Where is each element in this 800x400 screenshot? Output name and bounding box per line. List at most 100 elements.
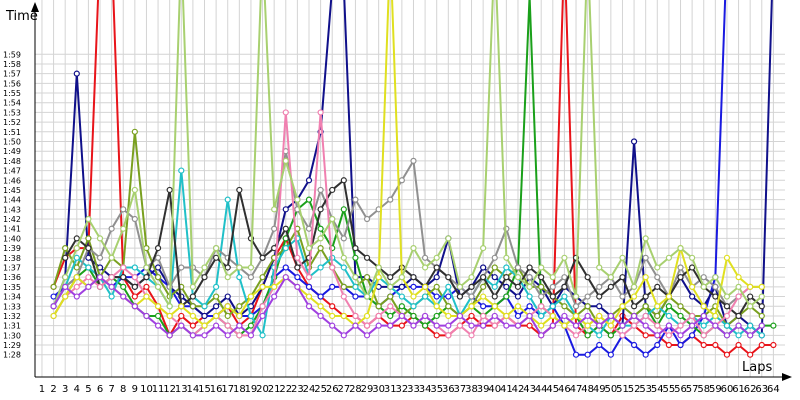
point [329, 312, 336, 320]
point [747, 303, 754, 310]
point [96, 283, 104, 290]
point [131, 215, 138, 223]
point [654, 312, 661, 320]
point [561, 312, 568, 320]
point [410, 157, 417, 164]
point [340, 283, 347, 290]
y-tick-label: 1:44 [3, 196, 21, 205]
point [607, 274, 614, 281]
point [654, 264, 661, 271]
x-tick-label: 42 [512, 384, 525, 395]
point [433, 264, 440, 271]
point [363, 254, 371, 261]
point [642, 303, 649, 310]
point [712, 274, 719, 281]
point [712, 322, 719, 329]
point [677, 303, 684, 310]
y-tick-label: 1:58 [3, 60, 21, 69]
point [445, 303, 452, 310]
point [584, 312, 591, 320]
y-tick-label: 1:43 [3, 205, 21, 214]
point [572, 332, 580, 339]
point [421, 312, 429, 320]
point [630, 293, 638, 300]
point [654, 341, 661, 349]
x-tick-label: 5 [85, 384, 91, 395]
point [294, 254, 301, 261]
point [410, 312, 417, 320]
y-tick-label: 1:42 [3, 215, 21, 224]
point [282, 264, 289, 271]
point [433, 254, 440, 261]
point [247, 332, 255, 339]
point [677, 332, 684, 339]
point [665, 341, 673, 349]
x-tick-label: 30 [372, 384, 385, 395]
point [363, 215, 371, 223]
x-tick-label: 17 [221, 384, 234, 395]
point [689, 332, 696, 339]
point [317, 235, 324, 242]
point [607, 332, 614, 339]
point [352, 196, 359, 203]
x-tick-label: 9 [132, 384, 138, 395]
point [503, 312, 510, 320]
point [689, 293, 696, 300]
x-tick-label: 45 [546, 384, 559, 395]
point [700, 274, 707, 281]
point [689, 283, 696, 290]
point [259, 303, 266, 310]
point [445, 293, 452, 300]
point [596, 283, 603, 290]
point [189, 312, 196, 320]
point [96, 254, 104, 261]
point [468, 283, 475, 290]
point [700, 332, 707, 339]
point [352, 283, 359, 290]
point [305, 274, 313, 281]
point [526, 303, 533, 310]
point [433, 303, 440, 310]
point [224, 332, 231, 339]
point [73, 254, 80, 261]
point [503, 322, 510, 329]
point [723, 351, 731, 358]
point [340, 293, 347, 300]
point [630, 303, 638, 310]
point [445, 312, 452, 320]
point [747, 283, 754, 290]
point [213, 254, 220, 261]
point [491, 293, 498, 300]
point [561, 293, 568, 300]
point [73, 245, 80, 252]
point [538, 303, 545, 310]
point [468, 293, 475, 300]
point [410, 283, 417, 290]
x-tick-label: 43 [523, 384, 536, 395]
x-tick-label: 59 [709, 384, 722, 395]
y-tick-label: 1:34 [3, 293, 21, 302]
point [433, 283, 440, 290]
point [445, 283, 452, 290]
point [317, 225, 324, 232]
point [120, 293, 127, 300]
point [317, 109, 324, 116]
point [503, 274, 510, 281]
point [572, 293, 580, 300]
x-tick-label: 21 [268, 384, 281, 395]
point [480, 264, 487, 271]
point [329, 303, 336, 310]
y-tick-label: 1:55 [3, 89, 21, 98]
point [329, 186, 336, 194]
point [271, 225, 278, 232]
x-tick-label: 54 [651, 384, 664, 395]
point [491, 274, 498, 281]
y-tick-label: 1:39 [3, 244, 21, 253]
point [294, 264, 301, 271]
x-tick-label: 46 [558, 384, 571, 395]
point [723, 312, 731, 320]
point [259, 283, 266, 290]
point [352, 274, 359, 281]
point [154, 322, 162, 329]
point [607, 312, 614, 320]
